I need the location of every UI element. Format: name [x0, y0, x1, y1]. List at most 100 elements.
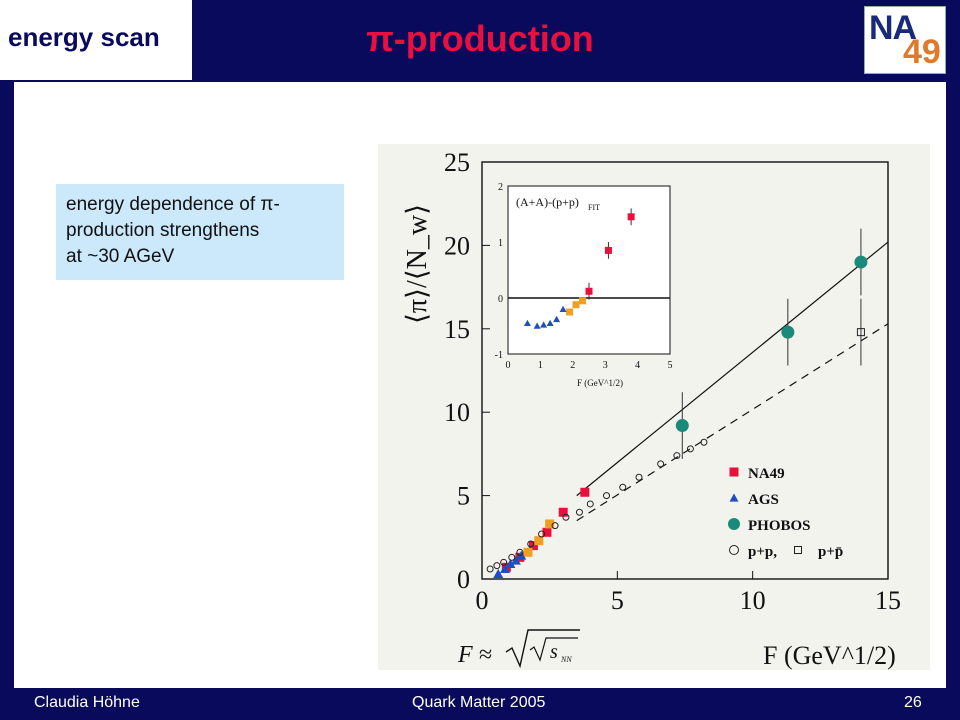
formula-outer-root — [505, 629, 580, 669]
inset-x-tick-label: 3 — [603, 360, 608, 371]
solid-fit-line — [576, 241, 889, 497]
note-box: energy dependence of π- production stren… — [56, 184, 344, 280]
na49-logo: NA 49 — [864, 6, 946, 74]
inset-title: (A+A)-(p+p) — [516, 195, 579, 209]
inset-data-point — [566, 308, 574, 316]
footer-page-number: 26 — [904, 694, 922, 711]
data-point — [551, 522, 559, 530]
inset-x-tick-label: 4 — [635, 360, 640, 371]
inset-data-point — [585, 287, 593, 295]
inset-x-tick-label: 2 — [570, 360, 575, 371]
legend-label: PHOBOS — [748, 518, 811, 534]
inset-data-point — [627, 213, 635, 221]
note-line: energy dependence of π- — [66, 194, 280, 215]
data-point — [558, 507, 568, 517]
data-point — [575, 508, 583, 516]
inset-x-tick-label: 5 — [668, 360, 673, 371]
inset-data-point — [540, 321, 548, 328]
formula-lhs: F ≈ — [457, 642, 492, 668]
note-line: at ~30 AGeV — [66, 246, 175, 267]
legend-marker — [794, 546, 802, 554]
inset-x-tick-label: 0 — [506, 360, 511, 371]
data-point — [523, 547, 533, 557]
data-point — [538, 530, 546, 538]
data-point — [781, 325, 795, 339]
x-tick-label: 5 — [611, 586, 624, 615]
data-point — [542, 527, 552, 537]
footer-conference: Quark Matter 2005 — [412, 694, 546, 711]
inset-x-tick-label: 1 — [538, 360, 543, 371]
inset-y-tick-label: 0 — [498, 294, 503, 305]
data-point — [486, 565, 494, 573]
legend-marker — [728, 518, 740, 530]
formula-s: s — [550, 641, 558, 663]
inset-data-point — [553, 315, 561, 323]
data-point — [545, 519, 555, 529]
inset-data-point — [523, 319, 531, 326]
data-point — [635, 473, 643, 481]
y-tick-label: 15 — [444, 315, 470, 344]
legend-label: AGS — [748, 492, 779, 508]
legend-marker — [729, 545, 739, 555]
formula-inner-root — [529, 637, 578, 662]
legend-marker — [729, 493, 739, 502]
data-point — [686, 445, 694, 453]
x-axis-label: F (GeV^1/2) — [763, 641, 896, 670]
data-point — [508, 553, 516, 561]
data-point — [603, 492, 611, 500]
section-label: energy scan — [0, 0, 192, 80]
data-point — [510, 555, 521, 565]
data-point — [580, 487, 590, 497]
formula-nn: NN — [560, 655, 572, 664]
data-point — [700, 438, 708, 446]
main-plot-frame — [481, 161, 889, 580]
data-point — [657, 460, 665, 468]
data-point — [516, 548, 524, 556]
legend-label: p+p̄ — [818, 544, 843, 560]
inset-data-point — [572, 301, 580, 309]
data-point — [854, 255, 868, 269]
inset-data-point — [559, 305, 567, 312]
inset-x-axis-label: F (GeV^1/2) — [577, 378, 623, 388]
y-tick-label: 20 — [444, 231, 470, 260]
dashed-fit-line — [576, 323, 889, 522]
x-tick-label: 10 — [740, 586, 766, 615]
y-axis-label: ⟨π⟩/⟨N_w⟩ — [402, 204, 433, 324]
data-point — [505, 558, 516, 568]
legend-label: p+p, — [748, 544, 777, 560]
y-tick-label: 25 — [444, 148, 470, 177]
inset-y-tick-label: 2 — [498, 182, 503, 193]
inset-y-tick-label: 1 — [498, 238, 503, 249]
legend-label: NA49 — [748, 466, 785, 482]
logo-49: 49 — [903, 33, 941, 71]
data-point — [586, 500, 594, 508]
inset-data-point — [533, 322, 541, 329]
inset-title-sub: FIT — [588, 203, 600, 212]
note-line: production strengthens — [66, 220, 260, 241]
data-point — [534, 536, 544, 546]
inset-data-point — [546, 319, 554, 326]
y-tick-label: 5 — [457, 482, 470, 511]
x-tick-label: 0 — [476, 586, 489, 615]
figure-panel: 0 5 10 15 0 5 10 15 20 25 ⟨π⟩/⟨N_w⟩ F (GeV^1/2) NA49… — [378, 144, 930, 670]
footer-author: Claudia Höhne — [34, 694, 140, 711]
section-label-text: energy scan — [8, 22, 160, 52]
data-point — [673, 452, 681, 460]
data-point — [493, 562, 501, 570]
data-point — [856, 328, 865, 337]
slide-title: π-production — [366, 18, 594, 59]
legend-marker — [729, 467, 739, 477]
data-point — [493, 568, 504, 578]
logo-na: NA — [869, 9, 917, 47]
y-tick-label: 0 — [457, 565, 470, 594]
inset-data-point — [604, 246, 612, 254]
inset-data-point — [579, 297, 587, 305]
data-point — [619, 483, 627, 491]
inset-y-tick-label: -1 — [495, 350, 503, 361]
data-point — [562, 513, 570, 521]
inset-frame — [507, 185, 671, 355]
x-tick-label: 15 — [875, 586, 901, 615]
data-point — [527, 540, 535, 548]
data-point — [675, 419, 689, 433]
